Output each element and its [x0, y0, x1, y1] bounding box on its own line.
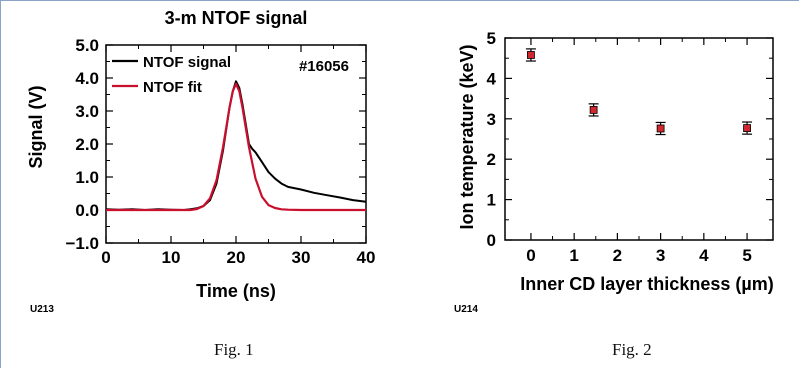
y-tick-label: 5: [487, 29, 496, 48]
data-point: [527, 51, 535, 59]
ion-temperature-chart: Ion temperature (keV) Inner CD layer thi…: [454, 29, 774, 315]
x-tick-label: 30: [292, 248, 311, 267]
y-axis-label: Ion temperature (keV): [457, 44, 477, 229]
y-tick-label: 3.0: [75, 102, 99, 121]
y-tick-label: 3: [487, 110, 496, 129]
x-tick-label: 0: [526, 246, 535, 265]
x-tick-label: 5: [742, 246, 751, 265]
data-point: [589, 106, 598, 114]
x-tick-label: 2: [613, 246, 622, 265]
y-tick-label: 1: [487, 191, 496, 210]
y-tick-label: 2: [487, 150, 496, 169]
x-tick-label: 4: [699, 246, 709, 265]
figure-code: U213: [30, 304, 54, 315]
y-tick-label: −1.0: [65, 234, 99, 253]
y-tick-label: 0: [487, 231, 496, 250]
y-tick-label: 5.0: [75, 36, 99, 55]
x-tick-label: 0: [101, 248, 110, 267]
x-axis-label: Time (ns): [196, 281, 276, 301]
x-tick-label: 3: [656, 246, 665, 265]
ntof-fit-line: [106, 82, 366, 212]
x-tick-label: 20: [227, 248, 246, 267]
ntof-signal-chart: 3-m NTOF signal Signal (V) Time (ns) #16…: [26, 8, 376, 315]
data-point: [656, 124, 665, 133]
y-tick-label: 0.0: [75, 201, 99, 220]
y-axis-label: Signal (V): [26, 85, 46, 168]
x-tick-label: 10: [162, 248, 181, 267]
x-tick-label: 1: [569, 246, 578, 265]
chart-title: 3-m NTOF signal: [165, 8, 308, 28]
y-tick-label: 1.0: [75, 168, 99, 187]
legend-entry: NTOF fit: [143, 79, 202, 96]
x-tick-label: 40: [357, 248, 376, 267]
shot-label: #16056: [299, 58, 349, 75]
ntof-signal-line: [105, 80, 367, 211]
legend-entry: NTOF signal: [143, 54, 231, 71]
y-tick-label: 4: [487, 69, 497, 88]
figure-1-caption: Fig. 1: [214, 340, 254, 359]
y-tick-label: 4.0: [75, 69, 99, 88]
x-axis-label: Inner CD layer thickness (µm): [520, 274, 773, 294]
figure-2-caption: Fig. 2: [612, 340, 652, 359]
data-point: [743, 124, 751, 132]
plot-frame: [504, 37, 774, 241]
y-tick-label: 2.0: [75, 135, 99, 154]
figure-code: U214: [454, 304, 478, 315]
